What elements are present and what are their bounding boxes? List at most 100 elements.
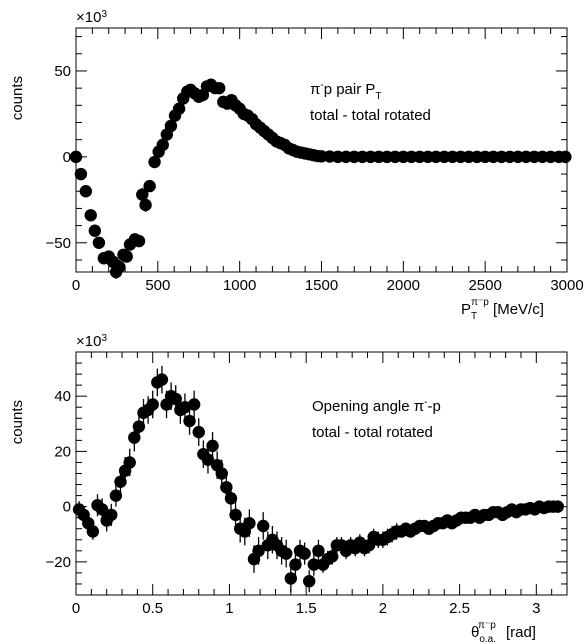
data-point	[280, 539, 293, 568]
marker	[243, 517, 256, 530]
annotation-subtitle: total - total rotated	[312, 424, 433, 441]
marker	[215, 467, 228, 480]
marker	[120, 250, 133, 263]
data-point	[201, 445, 215, 474]
marker	[88, 224, 102, 237]
data-point	[143, 179, 156, 193]
data-point	[146, 390, 159, 419]
marker	[289, 558, 302, 571]
data-point	[139, 198, 152, 212]
marker	[201, 453, 215, 466]
x-tick-label: 500	[145, 277, 170, 294]
data-points	[72, 365, 564, 593]
data-point	[252, 537, 265, 565]
panel-opening-angle: 0 0.5 1 1.5 2 2.5 3 −20 0 20 40 counts ×103 θo.a.…	[9, 333, 568, 642]
data-point	[155, 365, 169, 394]
marker	[128, 431, 141, 444]
marker	[123, 456, 136, 469]
y-axis-title: counts	[9, 400, 26, 444]
data-point	[86, 523, 100, 540]
x-axis: 0 0.5 1 1.5 2 2.5 3	[72, 352, 553, 617]
data-point	[132, 412, 146, 441]
data-point	[559, 150, 572, 164]
x-tick-label: 2.5	[449, 600, 470, 617]
marker	[69, 150, 83, 164]
data-point	[303, 570, 316, 593]
data-point	[172, 102, 186, 115]
marker	[256, 519, 270, 533]
y-axis: −20 0 20 40	[46, 351, 567, 596]
y-tick-label: 40	[54, 388, 71, 405]
x-tick-label: 2500	[468, 277, 501, 294]
x-tick-label: 2000	[387, 277, 420, 294]
data-point	[183, 407, 196, 435]
marker	[74, 167, 88, 181]
data-point	[326, 548, 339, 565]
data-point	[256, 512, 270, 540]
marker	[139, 198, 152, 212]
data-point	[243, 509, 256, 538]
marker	[559, 150, 572, 164]
marker	[156, 138, 169, 152]
marker	[155, 373, 169, 386]
data-point	[307, 553, 321, 576]
marker	[206, 439, 219, 453]
marker	[105, 508, 118, 522]
marker	[113, 260, 126, 274]
x-tick-label: 0.5	[142, 600, 163, 617]
y-tick-label: 0	[63, 499, 71, 516]
marker	[303, 574, 316, 588]
data-point	[123, 448, 136, 477]
marker	[551, 500, 564, 513]
marker	[229, 508, 242, 522]
marker	[114, 475, 127, 488]
marker	[307, 558, 321, 571]
y-multiplier: ×103	[76, 333, 107, 351]
marker	[187, 398, 201, 411]
data-point	[120, 250, 133, 263]
y-axis-title: counts	[9, 76, 26, 120]
data-point	[148, 155, 161, 169]
marker	[298, 547, 311, 560]
panel-pt: 0 500 1000 1500 2000 2500 3000 −50 0 50 counts ×…	[9, 9, 584, 323]
x-tick-label: 1	[225, 600, 233, 617]
x-tick-label: 3000	[550, 277, 583, 294]
data-point	[136, 187, 149, 202]
marker	[132, 234, 146, 248]
x-tick-label: 1.5	[296, 600, 317, 617]
y-tick-label: −20	[46, 554, 71, 571]
marker	[252, 544, 265, 558]
marker	[148, 155, 161, 169]
data-point	[187, 390, 201, 419]
marker	[192, 425, 205, 439]
data-point	[164, 119, 178, 133]
marker	[109, 489, 123, 502]
marker	[284, 572, 298, 585]
data-point	[109, 484, 123, 507]
x-tick-label: 3	[532, 600, 540, 617]
y-tick-label: −50	[46, 235, 71, 252]
x-tick-label: 2	[379, 600, 387, 617]
plot-frame	[75, 27, 568, 273]
marker	[213, 81, 226, 95]
marker	[79, 185, 93, 198]
data-point	[156, 138, 169, 152]
data-point	[215, 459, 228, 488]
data-point	[88, 224, 102, 237]
marker	[86, 525, 100, 538]
data-point	[284, 564, 298, 593]
data-point	[551, 500, 564, 513]
x-axis: 0 500 1000 1500 2000 2500 3000	[72, 28, 584, 294]
x-tick-label: 1500	[305, 277, 338, 294]
data-point	[289, 553, 302, 576]
marker	[132, 420, 146, 433]
x-tick-label: 0	[72, 600, 80, 617]
marker	[280, 547, 293, 560]
y-tick-label: 50	[54, 63, 71, 80]
data-point	[79, 185, 93, 198]
marker	[312, 544, 325, 558]
marker	[136, 188, 149, 201]
y-tick-label: 20	[54, 443, 71, 460]
